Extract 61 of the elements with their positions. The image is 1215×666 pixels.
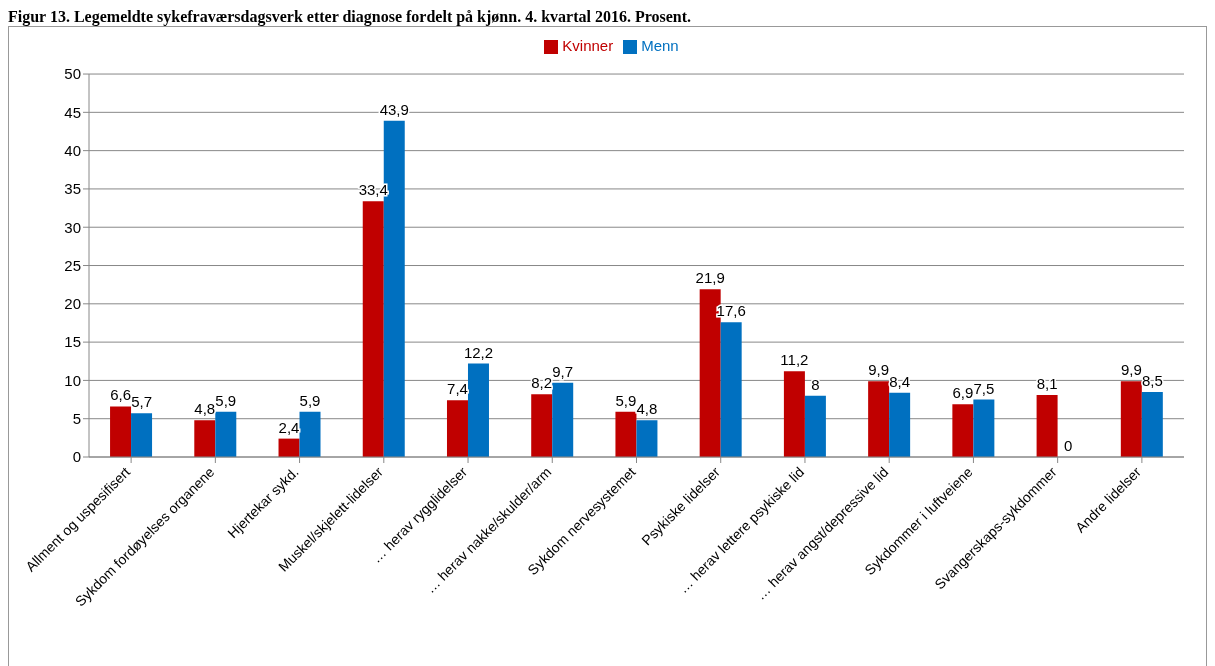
- bar: [110, 406, 132, 457]
- y-tick-label: 20: [64, 295, 81, 313]
- data-label: 4,8: [194, 400, 216, 418]
- bar: [783, 371, 805, 457]
- bar: [446, 400, 468, 457]
- data-label: 9,9: [868, 361, 890, 379]
- bar: [868, 381, 890, 457]
- legend-label: Menn: [641, 37, 679, 54]
- data-label: 8,2: [531, 374, 553, 392]
- bar: [636, 420, 658, 457]
- bar: [889, 392, 911, 457]
- data-label: 7,5: [973, 379, 995, 397]
- data-label: 8: [811, 375, 820, 393]
- bar: [615, 411, 637, 457]
- chart-title: Figur 13. Legemeldte sykefraværsdagsverk etter diagnose fordelt på kjønn. 4. kvartal 2016. Prosent.: [8, 8, 693, 26]
- bar: [552, 382, 574, 457]
- data-label: 8,4: [889, 372, 911, 390]
- y-tick-label: 35: [64, 180, 81, 198]
- y-tick-label: 50: [64, 65, 81, 83]
- bar: [973, 399, 995, 457]
- bar: [215, 411, 237, 457]
- data-label: 6,6: [110, 386, 131, 404]
- y-tick-label: 10: [64, 371, 81, 389]
- bar: [299, 411, 321, 457]
- bar: [131, 413, 153, 457]
- data-label: 8,5: [1141, 371, 1163, 389]
- y-tick-label: 15: [64, 333, 81, 351]
- data-label: 43,9: [379, 100, 409, 118]
- bar: [1120, 381, 1142, 457]
- bar: [362, 201, 384, 457]
- data-label: 4,8: [636, 400, 658, 418]
- data-label: 7,4: [447, 380, 468, 398]
- bar: [194, 420, 216, 457]
- data-label: 0: [1064, 437, 1073, 454]
- data-label: 5,9: [299, 391, 321, 409]
- y-tick-label: 0: [72, 448, 81, 466]
- data-label: 9,9: [1120, 361, 1142, 379]
- y-tick-label: 5: [72, 410, 81, 428]
- y-tick-label: 25: [64, 256, 81, 274]
- data-label: 5,9: [615, 391, 637, 409]
- data-label: 8,1: [1036, 374, 1058, 392]
- bar: [720, 322, 742, 457]
- bar: [1036, 394, 1058, 457]
- bar: [531, 394, 553, 457]
- data-label: 5,7: [131, 393, 152, 411]
- bar: [467, 363, 489, 457]
- bar: [952, 404, 974, 457]
- data-label: 21,9: [695, 269, 725, 287]
- bar: [1141, 391, 1163, 457]
- data-label: 12,2: [463, 343, 494, 361]
- data-label: 2,4: [278, 418, 300, 436]
- legend-label: Kvinner: [562, 37, 614, 54]
- y-tick-label: 40: [64, 141, 81, 159]
- y-tick-label: 45: [64, 103, 81, 121]
- data-label: 11,2: [780, 351, 809, 369]
- bar: [804, 395, 826, 457]
- data-label: 9,7: [552, 362, 574, 380]
- data-label: 5,9: [215, 391, 237, 409]
- bar: [278, 438, 300, 457]
- data-label: 6,9: [952, 384, 974, 402]
- y-tick-label: 30: [64, 218, 81, 236]
